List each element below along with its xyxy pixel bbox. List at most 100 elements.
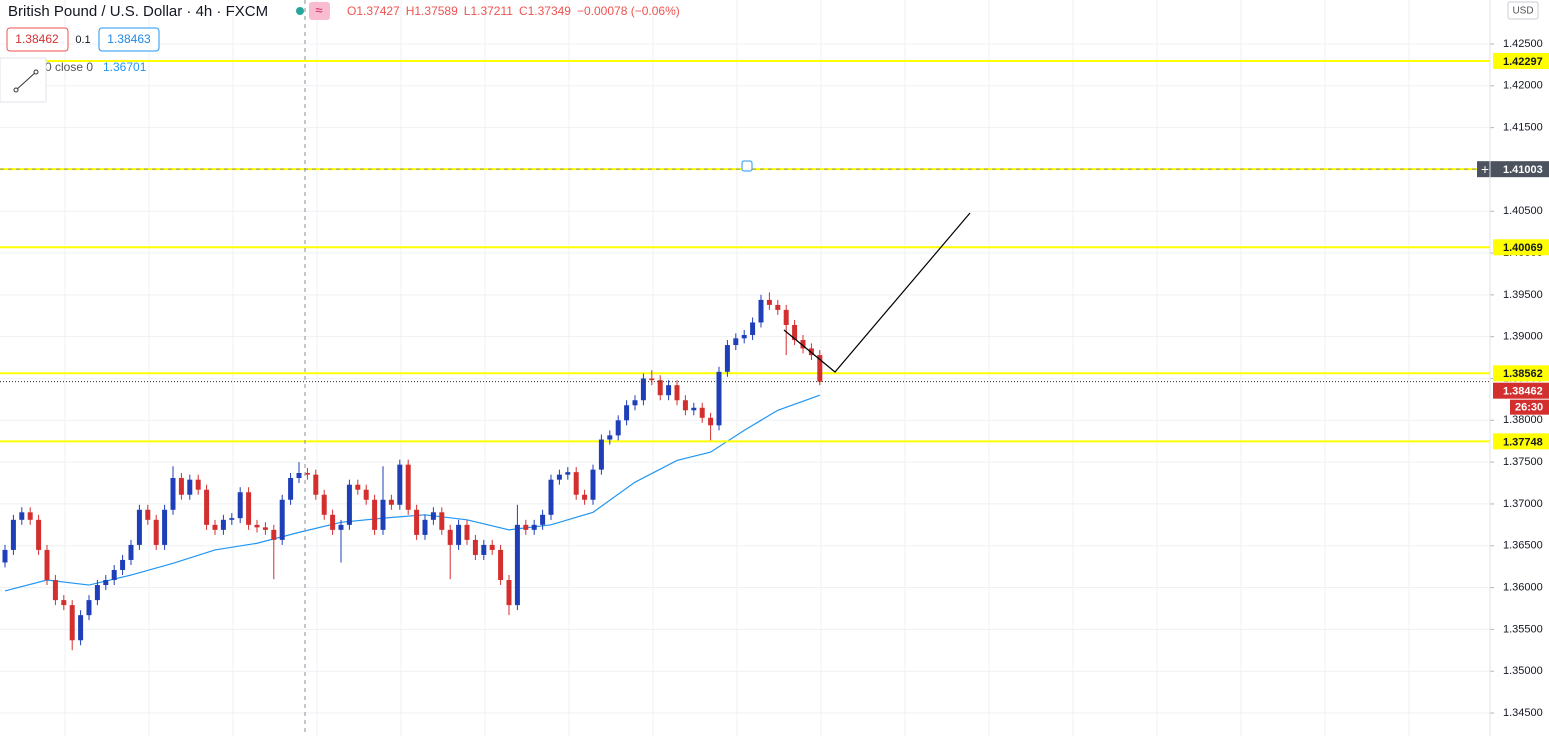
- y-tick-label: 1.42500: [1503, 38, 1543, 50]
- y-tick-label: 1.36500: [1503, 540, 1543, 552]
- candle-body: [162, 509, 168, 545]
- candle-body: [304, 472, 310, 475]
- y-tick-label: 1.37000: [1503, 498, 1543, 510]
- drawing-handle[interactable]: [741, 160, 753, 172]
- candle-body: [380, 499, 386, 530]
- candle-body: [10, 519, 16, 550]
- candle-body: [170, 478, 176, 510]
- candle-body: [708, 417, 714, 426]
- candle-body: [531, 524, 537, 530]
- countdown-box: [1510, 399, 1549, 415]
- candle-body: [212, 524, 218, 530]
- candle-body: [766, 299, 772, 305]
- candle-body: [363, 489, 369, 500]
- level-price-box: [1493, 161, 1549, 178]
- candle-body: [808, 348, 814, 356]
- candle-body: [204, 489, 210, 525]
- candle-body: [388, 499, 394, 505]
- tool-icon: [13, 87, 19, 93]
- currency-box[interactable]: [1507, 1, 1539, 20]
- candle-body: [624, 405, 630, 421]
- candle-body: [178, 478, 184, 495]
- candle-body: [246, 492, 252, 525]
- candle-body: [649, 378, 655, 381]
- candle-body: [716, 371, 722, 426]
- ohlc-value: L1.37211: [464, 4, 513, 18]
- candle-body: [691, 407, 697, 411]
- candle-body: [254, 524, 260, 528]
- candle-body: [582, 494, 588, 500]
- candle-body: [481, 544, 487, 555]
- level-price-label: 1.41003: [1503, 164, 1543, 176]
- candle-body: [288, 478, 294, 500]
- candle-body: [657, 380, 663, 396]
- buy-button[interactable]: [98, 27, 160, 52]
- candle-body: [540, 514, 546, 525]
- trend-drawing[interactable]: [783, 212, 971, 373]
- candle-body: [775, 304, 781, 310]
- candle-body: [128, 544, 134, 560]
- candle-body: [355, 484, 361, 490]
- candle-body: [640, 378, 646, 401]
- candle-body: [78, 615, 84, 641]
- candle-body: [237, 492, 243, 519]
- candle-body: [506, 580, 512, 606]
- candle-body: [187, 479, 193, 495]
- candle-body: [2, 549, 8, 563]
- currency: USD: [1512, 6, 1533, 17]
- candle-body: [556, 474, 562, 480]
- candle-body: [548, 479, 554, 515]
- candle-body: [313, 474, 319, 495]
- crosshair-add-icon: +: [1481, 161, 1489, 177]
- ohlc-legend: O1.37427 H1.37589 L1.37211 C1.37349 −0.00078…: [347, 4, 680, 18]
- candle-body: [69, 605, 75, 641]
- candle-body: [414, 509, 420, 535]
- tool-icon: [15, 71, 37, 91]
- candle-body: [321, 494, 327, 515]
- level-price-label: 1.42297: [1503, 56, 1543, 68]
- candle-body: [279, 499, 285, 540]
- level-price-box: [1493, 239, 1549, 256]
- status-dot: [296, 7, 304, 15]
- candle-body: [447, 529, 453, 545]
- candle-body: [44, 549, 50, 581]
- candle-body: [456, 524, 462, 545]
- spread: 0.1: [75, 34, 90, 46]
- countdown: 26:30: [1515, 402, 1543, 414]
- candle-body: [296, 472, 302, 479]
- sell-button[interactable]: [6, 27, 69, 52]
- study-value: 1.36701: [103, 60, 147, 74]
- candle-body: [598, 439, 604, 470]
- candle-body: [111, 570, 117, 581]
- ohlc-value: H1.37589: [406, 4, 458, 18]
- level-price-label: 1.37748: [1503, 436, 1543, 448]
- y-tick-label: 1.38000: [1503, 414, 1543, 426]
- tool-icon: [33, 69, 39, 75]
- current-price-label: 1.38462: [1503, 386, 1543, 398]
- candle-body: [573, 472, 579, 495]
- ask: 1.38463: [107, 32, 151, 46]
- candle-body: [565, 472, 571, 475]
- level-price-box: [1493, 433, 1549, 450]
- candle-body: [615, 420, 621, 436]
- candle-body: [136, 509, 142, 545]
- y-tick-label: 1.39000: [1503, 331, 1543, 343]
- level-price-box: [1493, 365, 1549, 382]
- candle-body: [229, 518, 235, 520]
- candle-body: [498, 549, 504, 581]
- candle-body: [590, 469, 596, 500]
- status-icon: [309, 2, 330, 20]
- candle-body: [523, 524, 529, 530]
- candle-body: [817, 355, 823, 382]
- candle-body: [422, 519, 428, 535]
- candle-body: [430, 512, 436, 520]
- candle-body: [464, 524, 470, 540]
- y-tick-label: 1.39500: [1503, 289, 1543, 301]
- y-tick-label: 1.34500: [1503, 707, 1543, 719]
- tool-button[interactable]: [0, 57, 47, 103]
- ohlc-value: C1.37349: [519, 4, 571, 18]
- candle-body: [330, 514, 336, 530]
- level-price-box: [1493, 52, 1549, 69]
